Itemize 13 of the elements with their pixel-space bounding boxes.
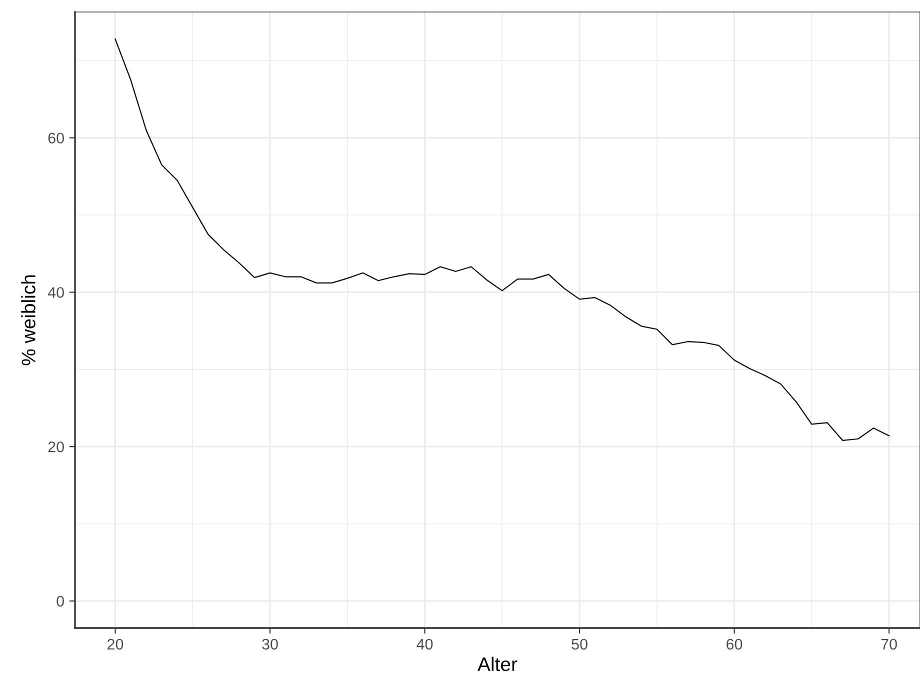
- x-tick-label: 40: [416, 638, 433, 650]
- x-tick-label: 20: [108, 638, 124, 650]
- x-axis-title: Alter: [478, 656, 518, 672]
- y-axis-title: % weiblich: [21, 275, 36, 366]
- y-tick-label: 40: [48, 287, 64, 298]
- x-tick-label: 70: [881, 638, 897, 650]
- line-series: [114, 38, 890, 441]
- y-tick-label: 0: [56, 596, 64, 607]
- x-tick-label: 30: [262, 638, 278, 650]
- x-tick-label: 60: [726, 638, 742, 650]
- x-tick-label: 50: [572, 638, 588, 650]
- y-tick-label: 20: [48, 441, 64, 452]
- y-tick-label: 60: [48, 132, 64, 144]
